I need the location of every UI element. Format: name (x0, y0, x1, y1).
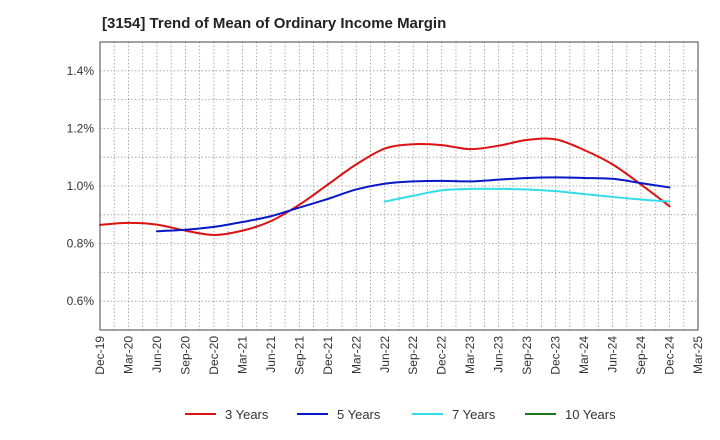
x-tick-label: Dec-23 (549, 336, 563, 375)
legend-layer: 3 Years 5 Years 7 Years 10 Years (185, 407, 616, 422)
x-tick-label: Dec-20 (207, 336, 221, 375)
x-tick-label: Sep-21 (292, 336, 306, 375)
y-tick-label: 1.4% (67, 64, 95, 78)
x-tick-label: Dec-19 (93, 336, 107, 375)
x-tick-label: Jun-24 (606, 336, 620, 373)
legend-label-3-years: 3 Years (225, 407, 269, 422)
series-layer (99, 137, 671, 236)
y-tick-label: 0.8% (67, 237, 95, 251)
x-tick-label: Dec-21 (321, 336, 335, 375)
legend-label-5-years: 5 Years (337, 407, 381, 422)
axis-layer: 0.6% 0.8% 1.0% 1.2% 1.4% Dec-19 Mar-20 Jun-20 Se… (67, 41, 705, 375)
x-tick-label: Mar-22 (349, 336, 363, 374)
x-tick-label: Sep-24 (634, 336, 648, 375)
chart-title: [3154] Trend of Mean of Ordinary Income … (102, 15, 447, 32)
legend-label-7-years: 7 Years (452, 407, 496, 422)
x-tick-label: Dec-24 (663, 336, 677, 375)
x-tick-label: Jun-22 (378, 336, 392, 373)
x-tick-label: Dec-22 (435, 336, 449, 375)
x-tick-label: Sep-22 (406, 336, 420, 375)
x-tick-label: Sep-20 (178, 336, 192, 375)
x-tick-label: Jun-20 (150, 336, 164, 373)
x-tick-label: Jun-23 (492, 336, 506, 373)
x-tick-label: Mar-25 (691, 336, 705, 374)
legend-label-10-years: 10 Years (565, 407, 616, 422)
x-tick-label: Sep-23 (520, 336, 534, 375)
y-tick-label: 1.2% (67, 121, 95, 135)
x-tick-label: Mar-24 (577, 336, 591, 374)
x-tick-label: Mar-21 (235, 336, 249, 374)
x-tick-label: Mar-20 (121, 336, 135, 374)
y-tick-label: 1.0% (67, 179, 95, 193)
x-tick-label: Mar-23 (463, 336, 477, 374)
plot-frame (99, 41, 699, 331)
series-line-5-years (155, 176, 671, 233)
y-tick-label: 0.6% (67, 294, 95, 308)
series-line-7-years (383, 187, 671, 203)
x-tick-label: Jun-21 (264, 336, 278, 373)
series-line-3-years (99, 137, 671, 236)
